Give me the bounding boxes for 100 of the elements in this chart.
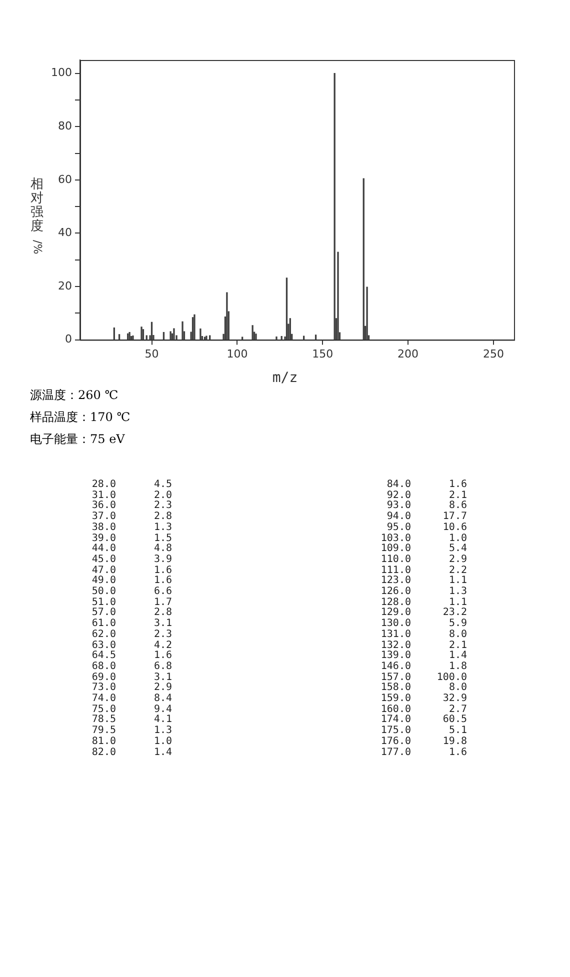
category-label: 109.0 [380,543,411,554]
category-label: 176.0 [380,736,411,748]
text: 2.9 [448,554,467,565]
text: 源温度：260 ℃ [30,388,118,402]
category-label: 103.0 [380,532,411,544]
category-label: 37.0 [90,511,116,522]
category-label: 64.5 [90,650,116,662]
text: 5.9 [448,618,467,630]
text: 2.2 [448,564,467,576]
category-label: 38.0 [90,522,116,534]
text: 4.5 [154,479,172,490]
text: 8.4 [154,693,172,704]
text: 9.4 [154,704,172,715]
text: 1.7 [154,596,172,608]
category-label: 75.0 [90,704,116,715]
category-label: 78.5 [90,714,116,726]
x-tick-label: 250 [482,347,504,360]
category-label: 174.0 [380,714,411,726]
category-label: 130.0 [380,618,411,630]
category-label: 131.0 [380,628,411,640]
text: 1.6 [154,564,172,576]
category-label: 28.0 [90,479,116,490]
text: 2.0 [154,490,172,501]
category-label: 93.0 [386,500,411,512]
text: 1.6 [448,479,467,490]
y-tick-label: 80 [58,119,72,132]
text: 1.4 [448,650,467,662]
text: 23.2 [442,607,467,618]
category-label: 51.0 [90,596,116,608]
category-label: 82.0 [90,746,116,758]
text: 1.4 [154,746,172,758]
category-label: 160.0 [380,704,411,715]
text: 3.1 [154,672,172,683]
category-label: 45.0 [90,554,116,566]
text: 2.8 [154,511,172,522]
text: 2.3 [154,500,172,512]
text: 5.1 [448,725,467,736]
category-label: 123.0 [380,575,411,586]
y-tick-label: 40 [58,226,72,240]
category-label: 49.0 [90,575,116,586]
y-tick-label: 0 [64,332,72,346]
category-label: 31.0 [90,490,116,501]
text: 2.7 [448,704,467,715]
category-label: 159.0 [380,693,411,704]
text: 1.5 [154,532,172,544]
text: 6.8 [154,660,172,672]
y-tick-label: 100 [50,66,72,80]
category-label: 63.0 [90,640,116,651]
category-label: 146.0 [380,660,411,672]
category-label: 61.0 [90,618,116,630]
text: 4.1 [154,714,172,726]
category-label: 81.0 [90,736,116,748]
text: 4.2 [154,640,172,651]
text: 1.3 [448,586,467,598]
x-axis-title: m/z [271,370,299,386]
text: 3.9 [154,554,172,565]
category-label: 84.0 [386,479,411,490]
text: 2.8 [154,607,172,618]
category-label: 50.0 [90,586,116,598]
text: 2.1 [448,490,467,501]
y-axis-title: 相对强度/% [30,177,44,254]
category-label: 157.0 [380,672,411,683]
category-label: 44.0 [90,543,116,554]
category-label: 111.0 [380,564,411,576]
text: 1.3 [154,725,172,736]
text: 2.9 [154,682,172,694]
x-tick-label: 150 [312,347,334,360]
text: 8.6 [448,500,467,512]
category-label: 110.0 [380,554,411,566]
text: 1.1 [448,575,467,586]
category-label: 62.0 [90,628,116,640]
text: 1.6 [154,650,172,662]
category-label: 73.0 [90,682,116,694]
category-label: 94.0 [386,511,411,522]
category-label: 39.0 [90,532,116,544]
text: 1.6 [448,746,467,758]
text: 3.1 [154,618,172,630]
text: 样品温度：170 ℃ [30,409,132,426]
category-label: 128.0 [380,596,411,608]
category-label: 177.0 [380,746,411,758]
text: 100.0 [436,672,467,683]
category-label: 126.0 [380,586,411,598]
category-label: 129.0 [380,607,411,618]
x-tick-label: 200 [398,347,419,360]
text: 60.5 [442,714,467,726]
category-label: 132.0 [380,640,411,651]
y-tick-label: 60 [58,172,72,186]
text: 1.0 [154,736,172,747]
text: 1.1 [448,596,467,608]
x-tick-label: 50 [144,347,159,360]
text: 2.1 [448,640,467,651]
category-label: 47.0 [90,564,116,576]
category-label: 57.0 [90,607,116,618]
category-label: 36.0 [90,500,116,512]
text: 电子能量：75 eV [30,431,126,448]
text: 8.0 [448,628,467,640]
text: 4.8 [154,543,172,554]
text: 2.3 [154,628,172,640]
category-label: 139.0 [380,650,411,662]
category-label: 68.0 [90,660,116,672]
